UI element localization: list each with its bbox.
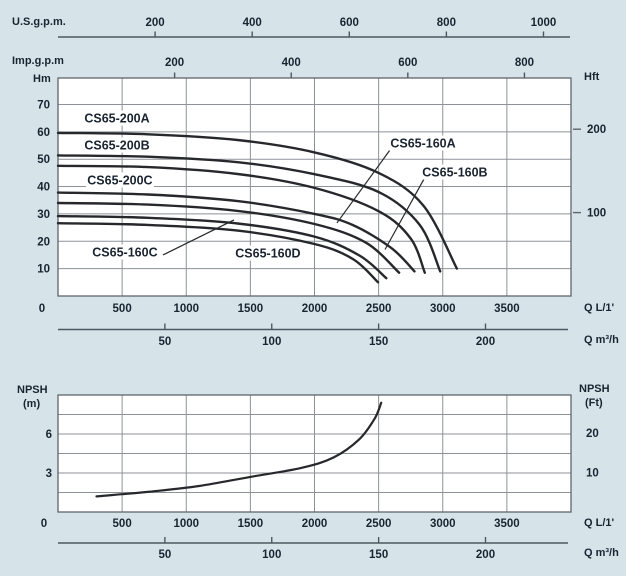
npsh-ft-tick-label: 20 <box>586 428 599 440</box>
pointer-line-CS65-160A <box>336 149 391 224</box>
imp-gpm-tick-label: 200 <box>165 57 184 69</box>
npsh-x-tick-label: 0 <box>41 518 47 530</box>
curve-CS65-160D <box>56 222 380 284</box>
npsh-m-tick-label: 3 <box>46 468 52 480</box>
pointer-line-CS65-160C <box>162 219 235 256</box>
npsh-plot-border <box>57 394 572 513</box>
flow-l-min-label-main: Q L/1' <box>584 302 615 314</box>
flow-m3h-label-top: Q m³/h <box>584 334 619 346</box>
curve-label-CS65-160B: CS65-160B <box>422 166 487 180</box>
main-x-tick-label: 3500 <box>494 303 520 315</box>
flow-m3h-label-bottom: Q m³/h <box>584 547 619 559</box>
flow-m3h-bottom-tick-label: 150 <box>369 549 388 561</box>
main-plot-border <box>57 77 572 297</box>
flow-m3h-bottom-tick-label: 50 <box>158 549 171 561</box>
npsh-m-label-line1: NPSH <box>17 384 48 396</box>
curve-label-bg <box>85 172 154 188</box>
flow-m3h-bottom-tick-label: 200 <box>476 549 495 561</box>
main-x-tick-label: 1500 <box>238 303 264 315</box>
imp-gpm-axis-label: Imp.g.p.m <box>12 55 64 67</box>
curve-label-CS65-200B: CS65-200B <box>84 138 149 152</box>
main-x-tick-label: 0 <box>39 303 45 315</box>
flow-m3h-bottom-tick-label: 100 <box>262 549 281 561</box>
main-x-tick-label: 2500 <box>366 303 392 315</box>
npsh-x-tick-label: 2500 <box>366 518 392 530</box>
curve-CS65-200A <box>56 131 459 270</box>
imp-gpm-tick-label: 400 <box>282 57 301 69</box>
flow-m3h-top-tick-label: 50 <box>158 336 171 348</box>
head-m-tick-label: 60 <box>37 127 50 139</box>
curve-label-CS65-160A: CS65-160A <box>390 137 455 151</box>
main-x-tick-label: 2000 <box>302 303 328 315</box>
us-gpm-tick-label: 200 <box>146 17 165 29</box>
head-ft-axis-label: Hft <box>584 71 600 83</box>
main-x-tick-label: 1000 <box>173 303 199 315</box>
head-m-tick-label: 50 <box>37 154 50 166</box>
curve-label-bg <box>90 244 159 260</box>
us-gpm-axis-label: U.S.g.p.m. <box>12 16 66 28</box>
npsh-ft-tick-label: 10 <box>586 467 599 479</box>
flow-m3h-top-tick-label: 150 <box>369 336 388 348</box>
head-m-tick-label: 20 <box>37 236 50 248</box>
npsh-curve <box>95 401 383 498</box>
flow-l-min-label-npsh: Q L/1' <box>584 517 615 529</box>
curve-label-CS65-200C: CS65-200C <box>87 173 152 187</box>
head-ft-tick-label: 100 <box>587 208 606 220</box>
flow-m3h-top-tick-label: 200 <box>476 336 495 348</box>
curve-label-CS65-160C: CS65-160C <box>92 245 157 259</box>
npsh-m-tick-label: 6 <box>46 429 52 441</box>
main-x-tick-label: 3000 <box>430 303 456 315</box>
curve-label-CS65-200A: CS65-200A <box>84 112 149 126</box>
npsh-x-tick-label: 1500 <box>238 518 264 530</box>
npsh-x-tick-label: 500 <box>113 518 132 530</box>
curve-label-bg <box>233 245 302 261</box>
curve-CS65-160B <box>56 201 401 274</box>
npsh-m-label-line2: (m) <box>23 398 41 410</box>
head-m-tick-label: 30 <box>37 209 50 221</box>
curve-label-CS65-160D: CS65-160D <box>235 247 300 261</box>
npsh-x-tick-label: 2000 <box>302 518 328 530</box>
us-gpm-tick-label: 1000 <box>531 17 557 29</box>
us-gpm-tick-label: 800 <box>437 17 456 29</box>
curve-CS65-160C <box>56 214 388 280</box>
npsh-x-tick-label: 1000 <box>173 518 199 530</box>
head-ft-tick-label: 200 <box>587 124 606 136</box>
npsh-ft-label-line1: NPSH <box>579 383 610 395</box>
curve-CS65-200B <box>56 154 442 273</box>
us-gpm-tick-label: 600 <box>340 17 359 29</box>
curve-label-bg <box>388 135 458 151</box>
npsh-x-tick-label: 3000 <box>430 518 456 530</box>
curve-label-bg <box>82 110 152 126</box>
head-m-tick-label: 70 <box>37 99 50 111</box>
npsh-x-tick-label: 3500 <box>494 518 520 530</box>
npsh-ft-label-line2: (Ft) <box>585 397 603 409</box>
head-m-axis-label: Hm <box>33 73 51 85</box>
curve-CS65-160A <box>56 191 416 273</box>
flow-m3h-top-tick-label: 100 <box>262 336 281 348</box>
curve-CS65-200C <box>56 164 426 274</box>
imp-gpm-tick-label: 600 <box>398 57 417 69</box>
curve-label-bg <box>82 137 152 153</box>
head-m-tick-label: 40 <box>37 182 50 194</box>
main-x-tick-label: 500 <box>113 303 132 315</box>
us-gpm-tick-label: 400 <box>243 17 262 29</box>
imp-gpm-tick-label: 800 <box>515 57 534 69</box>
curve-label-bg <box>420 164 489 180</box>
pointer-line-CS65-160B <box>384 178 425 250</box>
head-m-tick-label: 10 <box>37 264 50 276</box>
